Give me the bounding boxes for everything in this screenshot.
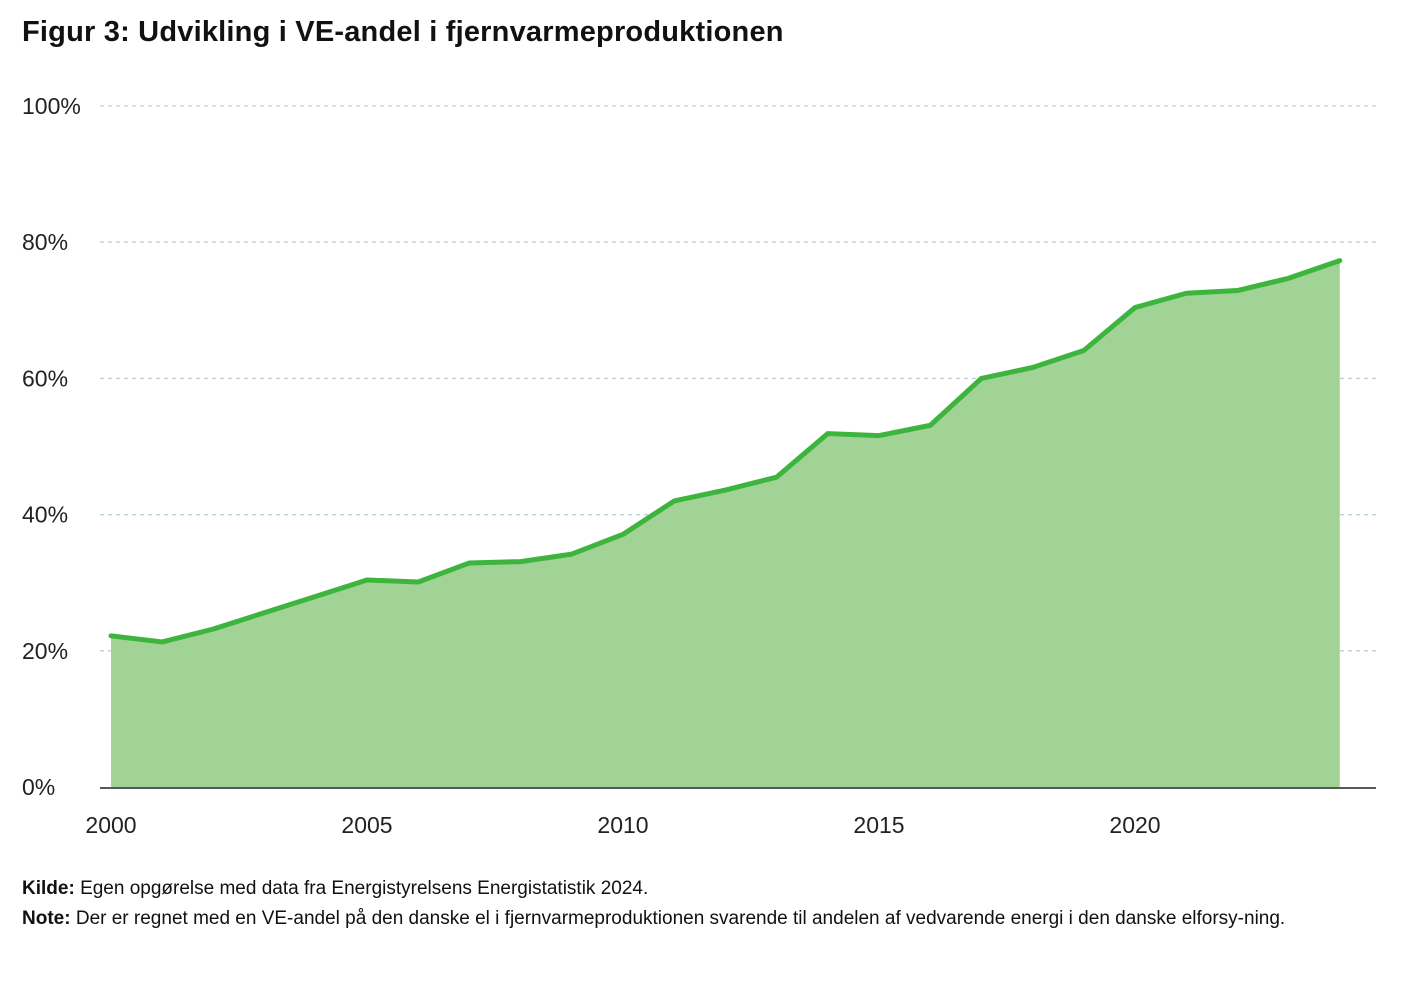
source-label: Kilde: bbox=[22, 878, 75, 899]
note-text: Der er regnet med en VE-andel på den dan… bbox=[75, 908, 1286, 929]
note-line: Note: Der er regnet med en VE-andel på d… bbox=[22, 904, 1382, 934]
x-tick-label-2015: 2015 bbox=[853, 812, 904, 838]
source-text: Egen opgørelse med data fra Energistyrel… bbox=[80, 878, 649, 899]
note-label: Note: bbox=[22, 908, 71, 929]
chart-title: Figur 3: Udvikling i VE-andel i fjernvar… bbox=[22, 16, 784, 48]
x-tick-label-2010: 2010 bbox=[597, 812, 648, 838]
area-fill bbox=[111, 260, 1340, 787]
y-tick-label-20: 20% bbox=[22, 638, 68, 664]
chart-footer: Kilde: Egen opgørelse med data fra Energ… bbox=[22, 874, 1382, 934]
y-tick-label-100: 100% bbox=[22, 93, 81, 119]
y-tick-label-60: 60% bbox=[22, 365, 68, 391]
x-tick-label-2000: 2000 bbox=[85, 812, 136, 838]
y-tick-label-40: 40% bbox=[22, 502, 68, 528]
y-tick-label-80: 80% bbox=[22, 229, 68, 255]
series-area bbox=[108, 258, 1343, 787]
x-tick-label-2005: 2005 bbox=[341, 812, 392, 838]
source-line: Kilde: Egen opgørelse med data fra Energ… bbox=[22, 874, 1382, 904]
x-tick-label-2020: 2020 bbox=[1109, 812, 1160, 838]
tick-labels: 0% 20% 40% 60% 80% 100% 2000 2005 2010 2015 2020 bbox=[22, 93, 1161, 838]
y-tick-label-0: 0% bbox=[22, 774, 55, 800]
